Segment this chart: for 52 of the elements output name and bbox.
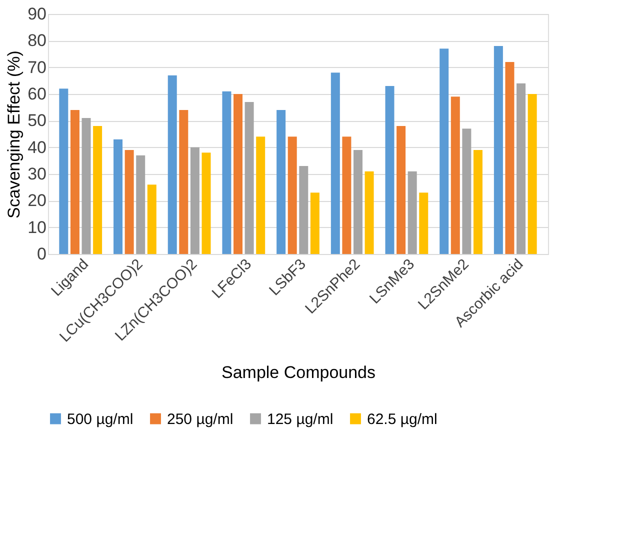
bar xyxy=(70,110,80,254)
y-tick-label: 70 xyxy=(28,58,46,77)
bar xyxy=(299,166,308,254)
bar xyxy=(310,192,320,254)
y-tick-label: 0 xyxy=(37,244,46,264)
bar xyxy=(364,171,374,254)
bar xyxy=(353,150,362,254)
bar xyxy=(516,83,526,254)
bar xyxy=(385,86,394,254)
y-tick-label: 10 xyxy=(28,218,46,237)
y-tick-label: 60 xyxy=(28,84,46,104)
bar xyxy=(147,184,156,254)
legend-label: 250 µg/ml xyxy=(167,410,234,428)
bar xyxy=(494,46,503,254)
bar xyxy=(342,136,352,254)
bar xyxy=(82,118,91,254)
bar xyxy=(168,75,177,254)
y-tick-label: 20 xyxy=(28,191,46,210)
x-axis-title: Sample Compounds xyxy=(221,362,376,382)
bar xyxy=(396,126,406,254)
legend-label: 125 µg/ml xyxy=(267,410,334,428)
bar xyxy=(288,136,297,254)
bar xyxy=(222,91,232,254)
bar xyxy=(419,192,428,254)
bar xyxy=(244,102,254,254)
y-tick-label: 40 xyxy=(28,138,46,157)
bar xyxy=(473,150,482,254)
y-tick-label: 50 xyxy=(28,111,46,130)
bar xyxy=(179,110,188,254)
y-axis-title: Scavenging Effect (%) xyxy=(4,50,24,218)
bar xyxy=(93,126,102,254)
bar xyxy=(330,72,340,254)
bar xyxy=(234,94,243,254)
bar xyxy=(528,94,537,254)
bar xyxy=(59,88,68,254)
y-tick-label: 90 xyxy=(28,4,46,24)
bar xyxy=(462,128,472,254)
bar xyxy=(450,96,460,254)
bar xyxy=(136,155,146,254)
y-tick-label: 30 xyxy=(28,164,46,184)
bar xyxy=(114,139,123,254)
bar xyxy=(408,171,417,254)
bar xyxy=(256,136,266,254)
bar xyxy=(440,48,449,254)
bar xyxy=(202,152,211,254)
y-tick-label: 80 xyxy=(28,31,46,50)
legend-label: 62.5 µg/ml xyxy=(367,410,438,428)
bar xyxy=(505,62,514,254)
bar xyxy=(124,150,134,254)
bar xyxy=(190,147,200,254)
legend-label: 500 µg/ml xyxy=(67,410,134,428)
bar xyxy=(276,110,286,254)
